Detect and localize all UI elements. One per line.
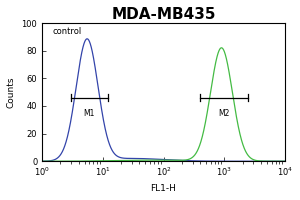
Y-axis label: Counts: Counts: [7, 76, 16, 108]
Title: MDA-MB435: MDA-MB435: [111, 7, 216, 22]
X-axis label: FL1-H: FL1-H: [151, 184, 176, 193]
Text: M1: M1: [84, 109, 95, 118]
Text: control: control: [53, 27, 82, 36]
Text: M2: M2: [219, 109, 230, 118]
